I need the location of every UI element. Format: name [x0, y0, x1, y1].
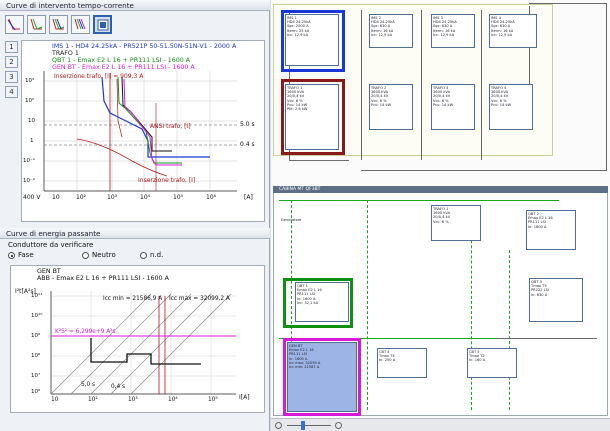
- ims4-box[interactable]: IMS 4 HD4 24.25kA Sgz: 630 A Iterm: 16 kA Ic…: [489, 14, 537, 48]
- curve-single-icon[interactable]: [5, 15, 24, 34]
- radio-nd[interactable]: [140, 252, 147, 259]
- insertion-annotation: Inserzione trafo, [I]: [138, 177, 196, 184]
- energy-t1-label: 5,0 s: [81, 382, 96, 388]
- trafo3-box[interactable]: TRAFO 3 1600 kVA 20/0,4 kV Vcc: 6 % Pcu: 14 …: [431, 84, 475, 130]
- zoom-in-icon[interactable]: [335, 422, 342, 429]
- qbt1-box[interactable]: QBT 1 Emax E2 L 16 PR111 LSI In: 1600 A Icc:…: [295, 282, 349, 322]
- time-current-plot[interactable]: IMS 1 - HD4 24.25kA - PR521P 50-51.50N-5…: [21, 40, 265, 222]
- e-x-tick-4: 10⁴: [168, 397, 178, 403]
- icc-min-label: Icc min = 21586,9 A: [103, 296, 163, 302]
- qbt1-highlight: [283, 278, 353, 328]
- legend-genbt: GEN BT - Emax E2 L 16 + PR111 LSI - 1600…: [52, 64, 195, 71]
- curve-slot-4-button[interactable]: 4: [5, 86, 18, 98]
- legend-genbt-title: GEN BT: [37, 268, 61, 275]
- radio-neutro-label: Neutro: [92, 251, 116, 259]
- legend-genbt-device: ABB - Emax E2 L 16 + PR111 LSI - 1600 A: [37, 275, 169, 282]
- conductor-radio-group: Fase Neutro n.d.: [8, 251, 266, 262]
- trafo-lv-box[interactable]: TRAFO 1 1600 kVA 20/0,4 kV Vcc: 6 %: [431, 205, 481, 241]
- e-y-tick-4: 10⁸: [31, 353, 41, 359]
- y-tick-2: 10²: [25, 98, 35, 104]
- energy-plot[interactable]: GEN BT ABB - Emax E2 L 16 + PR111 LSI - …: [10, 265, 265, 413]
- legend-qbt1: QBT 1 - Emax E2 L 16 + PR111 LSI - 1600 …: [52, 57, 191, 64]
- icc-max-label: Icc max = 32099,2 A: [169, 296, 230, 302]
- x-tick-5: 10⁵: [173, 194, 184, 201]
- energy-curves: [50, 291, 236, 395]
- ims2-box[interactable]: IMS 2 HD4 24.25kA Sgz: 630 A Iterm: 16 kA Ic…: [369, 14, 413, 48]
- energy-x-unit: I[A]: [239, 394, 250, 401]
- radio-fase[interactable]: [8, 252, 15, 259]
- e-x-tick-3: 10³: [128, 397, 138, 403]
- e-x-tick-2: 10²: [88, 397, 98, 403]
- energy-section-title: Curve di energia passante: [0, 228, 270, 239]
- y-tick-3: 10: [28, 118, 35, 124]
- zoom-slider[interactable]: [287, 425, 331, 426]
- qbt2-box[interactable]: QBT 2 Emax E2 L 16 PR111 LSI In: 1600 A: [526, 210, 576, 250]
- gen-label: Generatore: [281, 218, 302, 222]
- inrush-annotation: Inserzione trafo, [I] = 909,3 A: [54, 73, 144, 80]
- time-04s-label: 0.4 s: [240, 141, 255, 148]
- ansi-annotation: ANSI trafo, [I]: [150, 123, 191, 130]
- genbt-box[interactable]: GEN BT Emax E2 L 16 PR111 LSI In: 1600 A Icc…: [287, 342, 357, 412]
- time-current-curves: [43, 71, 237, 192]
- ims3-box[interactable]: IMS 3 HD4 24.25kA Sgz: 630 A Iterm: 16 kA Ic…: [431, 14, 475, 48]
- trafo2-box[interactable]: TRAFO 2 1600 kVA 20/0,4 kV Vcc: 6 % Pcu: 14 …: [369, 84, 413, 130]
- curve-double-icon[interactable]: [27, 15, 46, 34]
- y-tick-4: 1: [30, 138, 34, 144]
- time-current-section-title: Curve di intervento tempo-corrente: [0, 0, 270, 11]
- e-y-tick-2: 10¹⁰: [31, 313, 43, 319]
- trafo1-highlight: [281, 79, 345, 155]
- genbt-highlight: [283, 338, 361, 416]
- current-unit-label: [A]: [244, 194, 253, 201]
- y-tick-5: 10⁻¹: [23, 158, 36, 164]
- e-y-tick-1: 10¹¹: [31, 293, 43, 299]
- legend-ims1: IMS 1 - HD4 24.25kA - PR521P 50-51.50N-5…: [52, 43, 237, 50]
- e-x-tick-5: 10⁵: [208, 397, 218, 403]
- cbt5-box[interactable]: CBT 5 Tmax T2 In: 160 A: [467, 348, 517, 378]
- x-tick-1: 10: [52, 194, 60, 201]
- e-y-tick-5: 10⁷: [31, 373, 41, 379]
- conductor-group-label: Conduttore da verificare: [8, 241, 94, 249]
- curve-slot-3-button[interactable]: 3: [5, 71, 18, 83]
- cbt4-box[interactable]: CBT 4 Tmax T4 In: 250 A: [377, 348, 427, 378]
- energy-t2-label: 0,4 s: [111, 384, 126, 390]
- left-panel: Curve di intervento tempo-corrente 1 2 3…: [0, 0, 270, 431]
- curve-slot-2-button[interactable]: 2: [5, 56, 18, 68]
- trafo4-box[interactable]: TRAFO 4 1600 kVA 20/0,4 kV Vcc: 6 % Pcu: 14 …: [489, 84, 533, 130]
- voltage-label: 400 V: [23, 194, 41, 201]
- ims1-highlight: [281, 10, 345, 72]
- x-tick-4: 10⁴: [140, 194, 151, 201]
- k2s2-label: K²S² = 6,299e+9 A²s: [55, 329, 116, 335]
- curve-quad-icon[interactable]: [71, 15, 90, 34]
- curve-selected-icon[interactable]: [93, 15, 112, 34]
- e-y-tick-6: 10⁶: [31, 389, 41, 395]
- radio-fase-label: Fase: [18, 251, 34, 259]
- x-tick-3: 10³: [107, 194, 118, 201]
- radio-nd-label: n.d.: [150, 251, 164, 259]
- x-tick-6: 10⁶: [206, 194, 217, 201]
- zoom-toolbar: [271, 418, 610, 431]
- zoom-slider-thumb[interactable]: [301, 421, 305, 430]
- y-tick-1: 10³: [25, 78, 35, 84]
- energy-y-unit: I²t[A²s]: [15, 288, 36, 295]
- e-y-tick-3: 10⁹: [31, 333, 41, 339]
- y-tick-6: 10⁻²: [23, 178, 36, 184]
- single-line-diagram[interactable]: IMS 1 HD4 24.25kA Sgz: 2000 A Iterm: 25 kA I…: [271, 0, 610, 431]
- x-tick-2: 10²: [76, 194, 87, 201]
- qbt3-box[interactable]: QBT 3 Tmax T5 PR222 LSI In: 630 A: [529, 278, 583, 322]
- cabin-title: CABINA MT QF3BT: [273, 186, 608, 193]
- radio-neutro[interactable]: [82, 252, 89, 259]
- trafo1-box[interactable]: TRAFO 1 1600 kVA 20/0,4 kV Vcc: 6 % Pcu: 14 …: [285, 84, 339, 150]
- curve-triple-icon[interactable]: [49, 15, 68, 34]
- curve-slot-1-button[interactable]: 1: [5, 41, 18, 53]
- legend-trafo1: TRAFO 1: [52, 50, 79, 57]
- zoom-out-icon[interactable]: [275, 422, 282, 429]
- e-x-tick-1: 10: [51, 397, 59, 403]
- time-5s-label: 5.0 s: [240, 121, 255, 128]
- ims1-box[interactable]: IMS 1 HD4 24.25kA Sgz: 2000 A Iterm: 25 kA I…: [285, 14, 339, 66]
